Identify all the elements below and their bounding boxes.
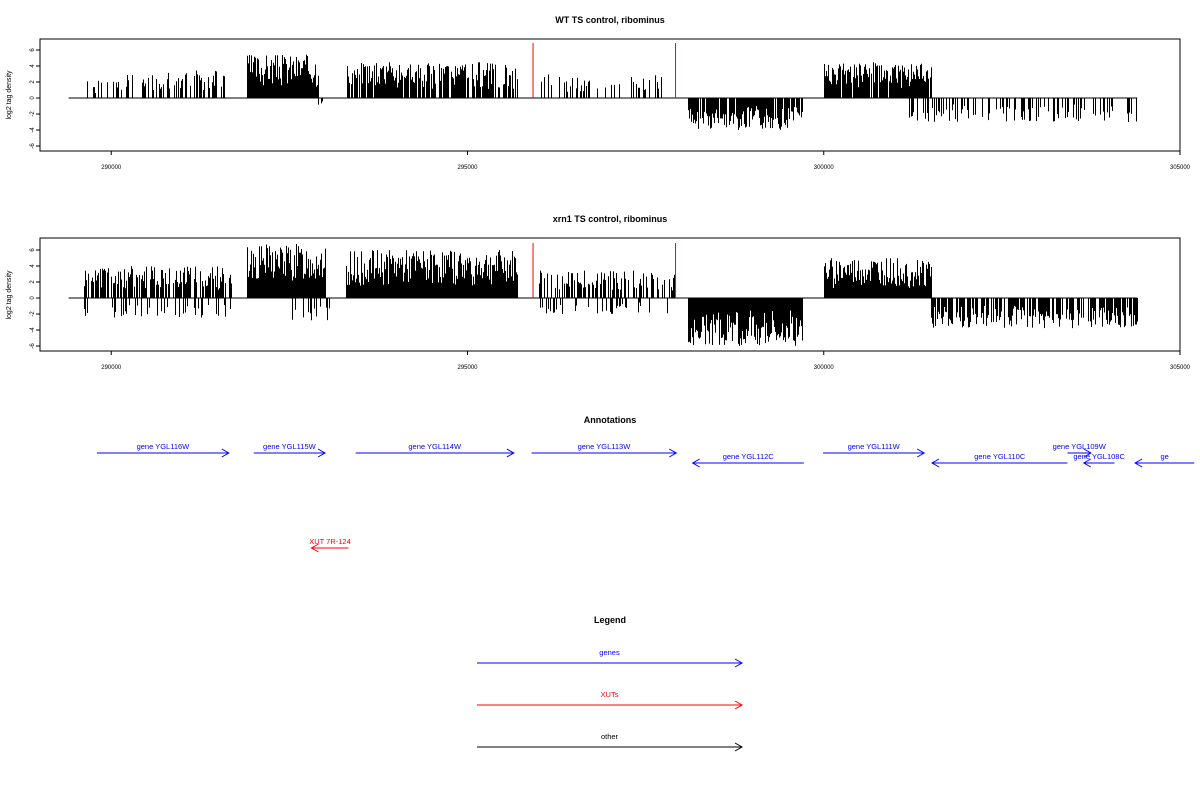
feature-label: ge xyxy=(1161,452,1169,461)
arrow-head-icon xyxy=(1083,448,1092,458)
feature-label: gene YGL111W xyxy=(848,442,901,451)
y-axis-xrn1: 6 4 2 0 -2 -4 -6 xyxy=(30,248,40,349)
feature-label: gene YGL115W xyxy=(263,442,317,451)
annotation-feature: gene YGL109W xyxy=(1053,442,1107,458)
feature-label: gene YGL112C xyxy=(723,452,775,461)
arrow-head-icon xyxy=(1134,458,1143,468)
arrow-head-icon xyxy=(506,448,515,458)
feature-label: gene YGL110C xyxy=(974,452,1026,461)
arrow-head-icon xyxy=(1082,458,1092,468)
annotation-feature: gene YGL114W xyxy=(355,442,515,458)
track-panel-wt: WT TS control, ribominus log2 tag densit… xyxy=(6,15,1191,171)
feature-label: gene YGL108C xyxy=(1073,452,1125,461)
x-tick-label: 290000 xyxy=(101,365,122,371)
legend-item: XUTs xyxy=(477,690,744,710)
y-axis-label-xrn1: log2 tag density xyxy=(6,270,13,320)
y-tick-label: -4 xyxy=(30,127,36,133)
arrow-head-icon xyxy=(310,543,319,553)
legend-label: genes xyxy=(599,648,620,657)
arrow-head-icon xyxy=(916,448,926,458)
annotation-feature: gene YGL111W xyxy=(823,442,926,458)
plot-frame-xrn1 xyxy=(39,237,1181,352)
legend-title: Legend xyxy=(594,615,626,625)
y-tick-label: -6 xyxy=(30,143,36,149)
y-tick-label: -6 xyxy=(30,343,36,349)
annotation-feature: gene YGL108C xyxy=(1073,452,1125,468)
y-tick-label: -2 xyxy=(30,311,36,317)
feature-label: gene YGL113W xyxy=(578,442,632,451)
annotation-feature: gene YGL116W xyxy=(97,442,230,458)
y-tick-label: 4 xyxy=(30,64,36,68)
y-tick-label: -4 xyxy=(30,327,36,333)
y-tick-label: 0 xyxy=(30,296,36,300)
feature-label: gene YGL116W xyxy=(137,442,191,451)
y-axis-wt: 6 4 2 0 -2 -4 -6 xyxy=(30,48,40,149)
x-tick-label: 300000 xyxy=(814,165,835,171)
legend-label: XUTs xyxy=(601,690,619,699)
feature-label: XUT 7R-124 xyxy=(309,537,351,546)
legend-item: genes xyxy=(477,648,744,668)
legend-items: genes XUTs other xyxy=(477,648,744,752)
annotation-feature: gene YGL115W xyxy=(253,442,327,458)
x-tick-label: 290000 xyxy=(101,165,122,171)
plot-frame-wt xyxy=(39,38,1181,152)
track-title-wt: WT TS control, ribominus xyxy=(555,15,665,25)
x-tick-label: 300000 xyxy=(814,365,835,371)
annotation-features: gene YGL116W gene YGL115W gene YGL114W gene… xyxy=(97,442,1195,553)
arrow-head-icon xyxy=(691,458,700,468)
arrow-head-icon xyxy=(734,700,744,710)
arrow-head-icon xyxy=(931,458,940,468)
annotations-title: Annotations xyxy=(584,415,637,425)
legend-item: other xyxy=(477,732,744,752)
annotation-feature: gene YGL113W xyxy=(531,442,678,458)
annotations-track: Annotations gene YGL116W gene YGL115W gene… xyxy=(97,415,1195,553)
density-bars-xrn1 xyxy=(68,243,1138,346)
y-tick-label: 2 xyxy=(30,80,36,84)
x-axis-xrn1: 290000 295000 300000 305000 xyxy=(101,351,1191,371)
y-tick-label: 6 xyxy=(30,248,36,252)
track-panel-xrn1: xrn1 TS control, ribominus log2 tag dens… xyxy=(6,214,1191,371)
annotation-feature: gene YGL110C xyxy=(931,452,1068,468)
annotation-feature: XUT 7R-124 xyxy=(309,537,351,553)
y-tick-label: 6 xyxy=(30,48,36,52)
arrow-head-icon xyxy=(221,448,230,458)
y-tick-label: 0 xyxy=(30,96,36,100)
density-bars-wt xyxy=(68,43,1138,130)
x-axis-wt: 290000 295000 300000 305000 xyxy=(101,151,1191,171)
x-tick-label: 305000 xyxy=(1170,165,1191,171)
x-tick-label: 295000 xyxy=(457,365,478,371)
arrow-head-icon xyxy=(734,742,744,752)
arrow-head-icon xyxy=(317,448,327,458)
arrow-head-icon xyxy=(669,448,678,458)
y-tick-label: 4 xyxy=(30,264,36,268)
annotation-feature: ge xyxy=(1134,452,1195,468)
arrow-head-icon xyxy=(734,658,744,668)
y-tick-label: 2 xyxy=(30,280,36,284)
y-tick-label: -2 xyxy=(30,111,36,117)
annotation-feature: gene YGL112C xyxy=(691,452,804,468)
y-axis-label-wt: log2 tag density xyxy=(6,70,13,120)
feature-label: gene YGL114W xyxy=(408,442,462,451)
x-tick-label: 305000 xyxy=(1170,365,1191,371)
feature-label: gene YGL109W xyxy=(1053,442,1107,451)
x-tick-label: 295000 xyxy=(457,165,478,171)
legend: Legend genes XUTs other xyxy=(477,615,744,752)
legend-label: other xyxy=(601,732,619,741)
track-title-xrn1: xrn1 TS control, ribominus xyxy=(553,214,668,224)
